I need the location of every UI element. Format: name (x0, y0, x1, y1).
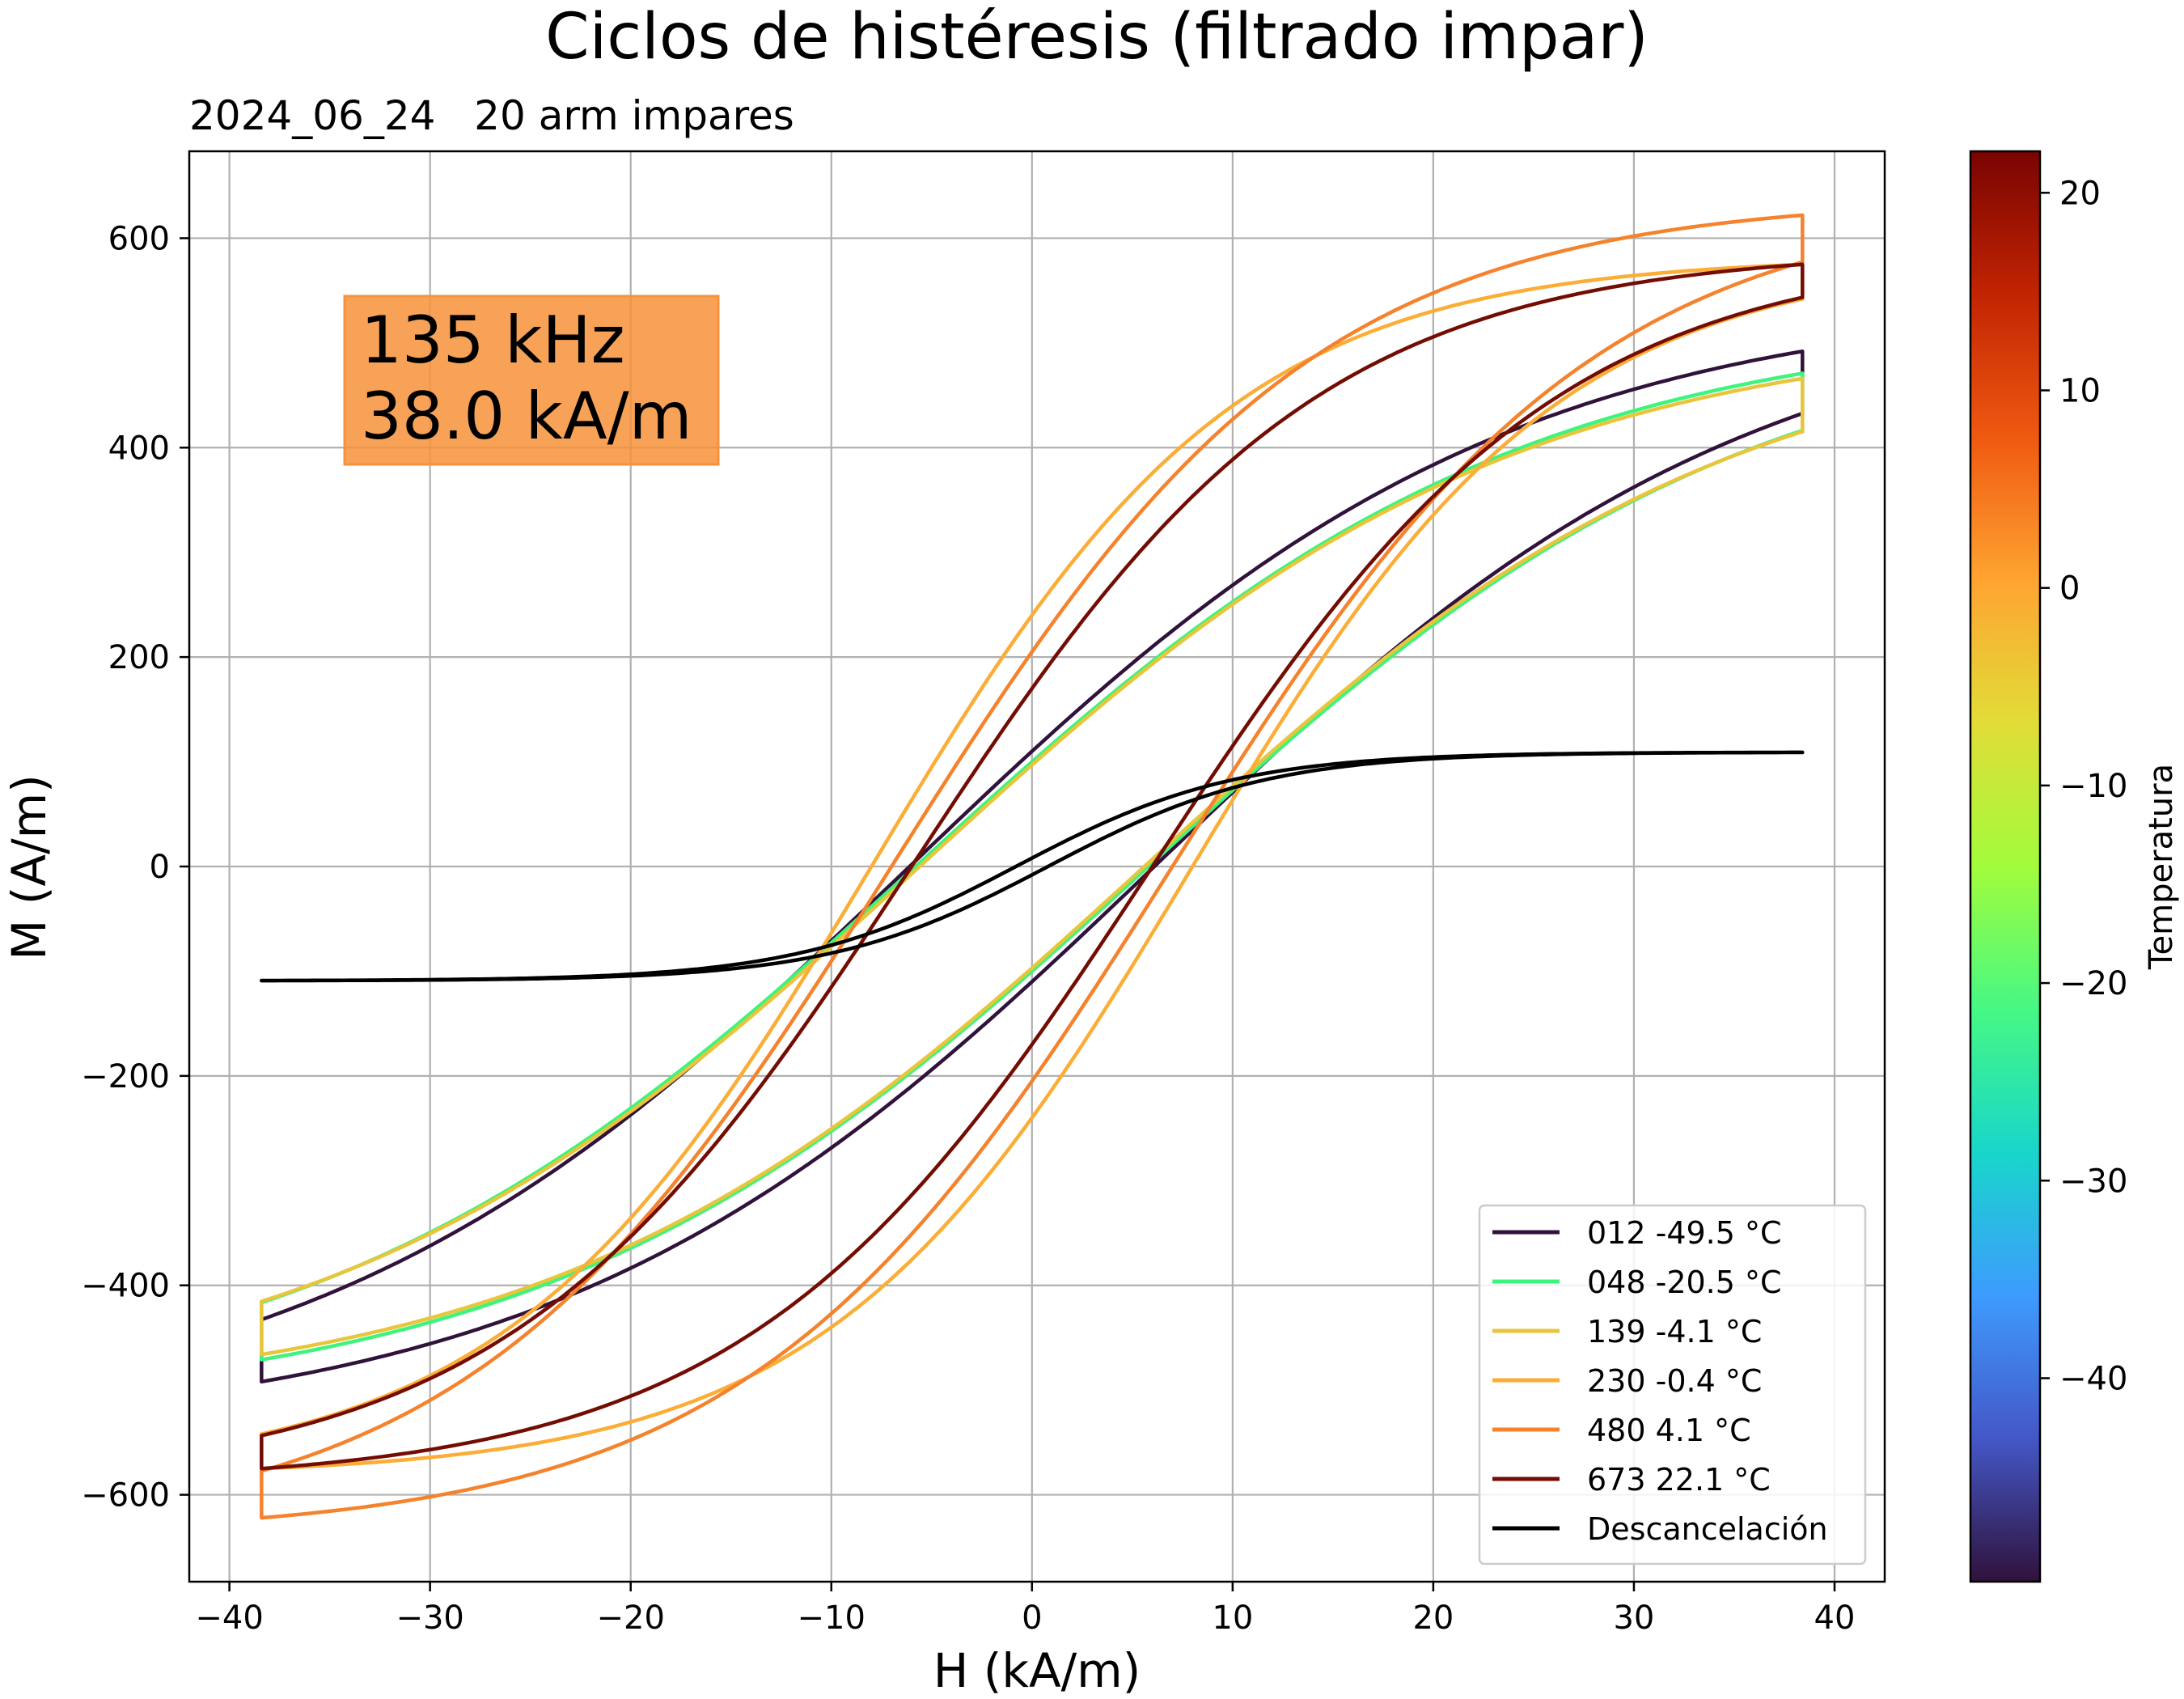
colorbar-tick-label: −40 (2059, 1360, 2127, 1397)
legend-label: 673 22.1 °C (1587, 1462, 1771, 1498)
x-tick-label: −30 (396, 1599, 463, 1637)
hysteresis-loop (260, 750, 1805, 983)
legend-label: 012 -49.5 °C (1587, 1215, 1782, 1251)
y-tick-label: 400 (108, 430, 170, 467)
colorbar-tick-label: 10 (2059, 372, 2101, 409)
chart-subtitle: 2024_06_24 20 arm impares (189, 92, 794, 139)
annotation-field: 38.0 kA/m (361, 379, 692, 454)
chart-title: Ciclos de histéresis (filtrado impar) (545, 1, 1649, 74)
y-axis-label: M (A/m) (2, 774, 57, 960)
hysteresis-loop (260, 371, 1805, 1362)
colorbar-tick-label: −20 (2059, 965, 2127, 1002)
annotation-frequency: 135 kHz (361, 303, 625, 378)
y-tick-label: 0 (150, 849, 170, 886)
y-tick-label: −600 (81, 1477, 170, 1515)
colorbar-tick-label: 20 (2059, 175, 2101, 212)
y-tick-label: −200 (81, 1058, 170, 1095)
legend-label: 230 -0.4 °C (1587, 1363, 1762, 1399)
legend: 012 -49.5 °C 048 -20.5 °C 139 -4.1 °C 230 -… (1478, 1204, 1867, 1566)
y-tick-label: −400 (81, 1268, 170, 1305)
colorbar-tick-label: 0 (2059, 570, 2080, 608)
x-tick-label: −40 (195, 1599, 263, 1637)
hysteresis-loop (260, 376, 1805, 1357)
y-tick-label: 200 (108, 639, 170, 676)
legend-label: 048 -20.5 °C (1587, 1265, 1782, 1300)
colorbar: 20 10 0 −10 −20 −30 −40 Temperatura (1969, 150, 2180, 1583)
annotation-box: 135 kHz 38.0 kA/m (343, 294, 720, 466)
y-tick-label: 600 (108, 220, 170, 257)
colorbar-tick-label: −10 (2059, 768, 2127, 805)
colorbar-label: Temperatura (2143, 764, 2180, 970)
grid (189, 151, 1885, 1582)
legend-label: 480 4.1 °C (1587, 1413, 1751, 1448)
legend-frame (1478, 1204, 1867, 1566)
curves (260, 213, 1805, 1520)
hysteresis-loop (260, 262, 1805, 1471)
legend-label: Descancelación (1587, 1511, 1828, 1547)
x-tick-label: 40 (1814, 1599, 1856, 1637)
legend-label: 139 -4.1 °C (1587, 1314, 1762, 1349)
x-tick-label: 10 (1212, 1599, 1253, 1637)
colorbar-tick-label: −30 (2059, 1163, 2127, 1200)
x-tick-label: 30 (1613, 1599, 1654, 1637)
x-axis-ticks: −40 −30 −20 −10 0 10 20 30 40 (195, 1582, 1855, 1637)
x-tick-label: 0 (1022, 1599, 1042, 1637)
y-axis-ticks: −600 −400 −200 0 200 400 600 (81, 220, 189, 1515)
x-axis-label: H (kA/m) (933, 1643, 1141, 1698)
colorbar-gradient (1969, 150, 2042, 1583)
colorbar-ticks: 20 10 0 −10 −20 −30 −40 (2040, 175, 2127, 1397)
x-tick-label: 20 (1412, 1599, 1454, 1637)
hysteresis-loop (260, 213, 1805, 1520)
x-tick-label: −20 (596, 1599, 664, 1637)
x-tick-label: −10 (798, 1599, 866, 1637)
